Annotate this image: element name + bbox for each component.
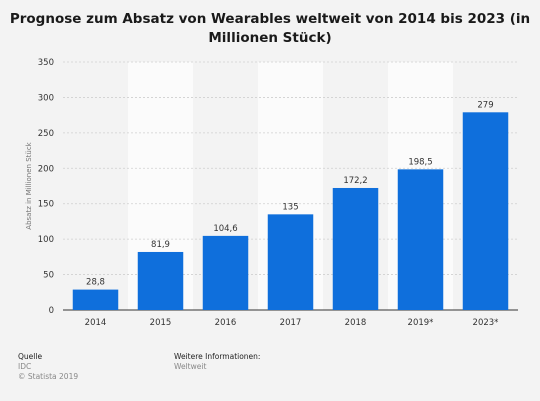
bar <box>137 251 184 310</box>
bar <box>332 187 379 310</box>
bar-value-label: 198,5 <box>408 157 432 167</box>
chart-title-line-2: Millionen Stück) <box>208 30 332 46</box>
bar <box>397 169 444 310</box>
info-value: Weltweit <box>174 362 207 371</box>
bar-value-label: 28,8 <box>86 278 105 288</box>
x-tick-label: 2016 <box>215 318 237 328</box>
y-tick-label: 250 <box>38 129 54 139</box>
bar-value-label: 81,9 <box>151 240 170 250</box>
x-tick-label: 2019* <box>408 318 434 328</box>
bar <box>462 112 509 311</box>
y-tick-label: 0 <box>49 306 54 316</box>
x-tick-label: 2018 <box>345 318 367 328</box>
x-tick-label: 2017 <box>280 318 302 328</box>
x-tick-label: 2023* <box>473 318 499 328</box>
source-heading: Quelle <box>18 352 43 361</box>
info-heading: Weitere Informationen: <box>174 352 261 361</box>
y-tick-label: 350 <box>38 58 54 68</box>
x-tick-label: 2015 <box>150 318 172 328</box>
bar <box>202 235 249 310</box>
y-tick-label: 200 <box>38 164 54 174</box>
y-axis-title: Absatz in Millionen Stück <box>25 141 33 229</box>
x-tick-label: 2014 <box>85 318 107 328</box>
source-value[interactable]: IDC <box>18 362 32 371</box>
copyright-text: © Statista 2019 <box>18 372 79 381</box>
bar <box>267 214 314 310</box>
chart-title-line-1: Prognose zum Absatz von Wearables weltwe… <box>9 11 531 27</box>
info-block: Weitere Informationen: Weltweit <box>174 352 260 372</box>
chart-title: Prognose zum Absatz von Wearables weltwe… <box>0 10 540 48</box>
bar-value-label: 172,2 <box>343 176 367 186</box>
bar-value-label: 104,6 <box>213 224 237 234</box>
y-tick-label: 300 <box>38 93 54 103</box>
bar-value-label: 279 <box>477 100 493 110</box>
source-block: Quelle IDC © Statista 2019 <box>18 352 78 382</box>
y-tick-label: 150 <box>38 200 54 210</box>
y-tick-label: 50 <box>43 271 54 281</box>
bar-value-label: 135 <box>282 202 298 212</box>
bar <box>72 289 119 310</box>
y-tick-label: 100 <box>38 235 54 245</box>
